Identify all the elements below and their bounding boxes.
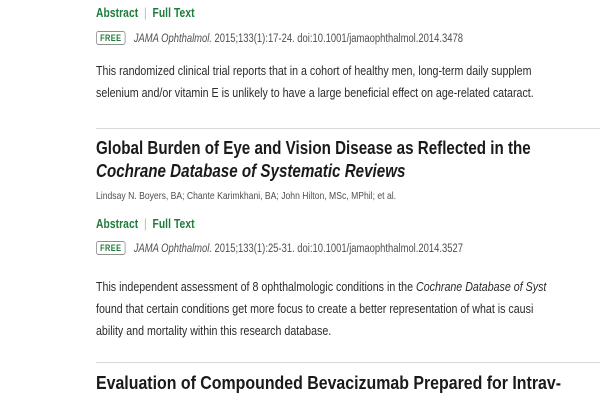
link-separator: | <box>143 6 147 20</box>
divider <box>96 362 600 363</box>
article1-citation-row: FREE JAMA Ophthalmol. 2015;133(1):17-24. d… <box>96 31 600 45</box>
description-line: This randomized clinical trial reports t… <box>96 63 532 78</box>
journal-name: JAMA Ophthalmol. <box>133 243 213 255</box>
citation-details: 2015;133(1):25-31. doi:10.1001/jamaophth… <box>214 243 463 255</box>
description-line: selenium and/or vitamin E is unlikely to… <box>96 85 534 100</box>
link-separator: | <box>143 217 147 231</box>
abstract-link[interactable]: Abstract <box>96 217 139 231</box>
full-text-link[interactable]: Full Text <box>152 217 195 231</box>
article-title-line: Global Burden of Eye and Vision Disease … <box>96 137 531 158</box>
divider <box>96 128 600 129</box>
full-text-link[interactable]: Full Text <box>152 6 195 20</box>
article2-links-row: Abstract | Full Text <box>96 217 600 231</box>
citation-details: 2015;133(1):17-24. doi:10.1001/jamaophth… <box>214 33 463 45</box>
article3-title-link[interactable]: Evaluation of Compounded Bevacizumab Pre… <box>96 371 600 394</box>
article2-title-link[interactable]: Global Burden of Eye and Vision Disease … <box>96 136 600 182</box>
journal-name: JAMA Ophthalmol. <box>133 33 213 45</box>
article2-description: This independent assessment of 8 ophthal… <box>96 276 600 342</box>
abstract-link[interactable]: Abstract <box>96 6 139 20</box>
article2-citation-row: FREE JAMA Ophthalmol. 2015;133(1):25-31. d… <box>96 241 600 255</box>
article1-description: This randomized clinical trial reports t… <box>96 60 600 104</box>
article-title-line: Evaluation of Compounded Bevacizumab Pre… <box>96 372 562 393</box>
description-line: ability and mortality within this resear… <box>96 323 332 338</box>
description-line: This independent assessment of 8 ophthal… <box>96 279 547 294</box>
free-access-badge: FREE <box>96 241 126 255</box>
article1-links-row: Abstract | Full Text <box>96 6 600 20</box>
description-line: found that certain conditions get more f… <box>96 301 534 316</box>
article2-authors: Lindsay N. Boyers, BA; Chante Karimkhani… <box>96 190 397 202</box>
free-access-badge: FREE <box>96 31 126 45</box>
article-title-line-italic: Cochrane Database of Systematic Reviews <box>96 160 406 181</box>
italic-journal-reference: Cochrane Database of Syst <box>416 279 547 294</box>
